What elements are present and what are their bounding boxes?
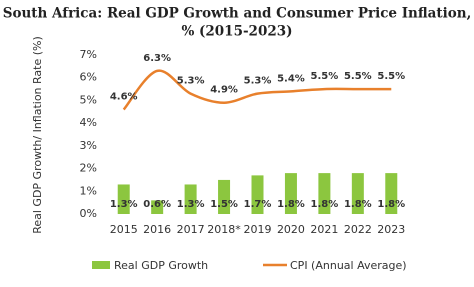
y-tick-label: 1% bbox=[80, 184, 97, 197]
x-tick-label: 2016 bbox=[143, 223, 171, 236]
chart-title: % (2015-2023) bbox=[181, 24, 292, 40]
line-value-label: 4.9% bbox=[210, 85, 238, 96]
y-axis-label: Real GDP Growth/ Inflation Rate (%) bbox=[31, 36, 44, 234]
bar bbox=[117, 184, 130, 214]
line-value-label: 5.3% bbox=[177, 76, 205, 87]
y-tick-label: 3% bbox=[80, 139, 97, 152]
bar bbox=[318, 173, 331, 214]
bar-value-label: 1.7% bbox=[244, 199, 272, 210]
chart-title: South Africa: Real GDP Growth and Consum… bbox=[3, 6, 472, 22]
bar bbox=[251, 175, 264, 214]
y-tick-label: 0% bbox=[80, 207, 97, 220]
bar-value-label: 1.3% bbox=[110, 199, 138, 210]
y-tick-label: 7% bbox=[80, 48, 97, 61]
bar-value-label: 1.3% bbox=[177, 199, 205, 210]
bar-value-label: 1.8% bbox=[277, 199, 305, 210]
x-tick-label: 2015 bbox=[110, 223, 138, 236]
y-tick-label: 6% bbox=[80, 71, 97, 84]
legend-label: CPI (Annual Average) bbox=[290, 259, 407, 272]
line-value-label: 5.5% bbox=[377, 71, 405, 82]
legend-label: Real GDP Growth bbox=[114, 259, 208, 272]
y-tick-label: 4% bbox=[80, 116, 97, 129]
bar bbox=[385, 173, 398, 214]
line-value-label: 5.3% bbox=[244, 76, 272, 87]
line-value-label: 5.5% bbox=[344, 71, 372, 82]
bar-value-label: 1.8% bbox=[377, 199, 405, 210]
x-tick-label: 2021 bbox=[310, 223, 338, 236]
bar bbox=[284, 173, 297, 214]
line-value-label: 6.3% bbox=[143, 53, 171, 64]
x-tick-label: 2017 bbox=[177, 223, 205, 236]
bar bbox=[151, 200, 164, 214]
bar-value-label: 1.8% bbox=[344, 199, 372, 210]
bar-value-label: 1.8% bbox=[311, 199, 339, 210]
line-value-label: 5.5% bbox=[311, 71, 339, 82]
bar-value-label: 1.5% bbox=[210, 199, 238, 210]
legend-swatch bbox=[92, 261, 110, 269]
x-tick-label: 2023 bbox=[377, 223, 405, 236]
bar-value-label: 0.6% bbox=[143, 199, 171, 210]
x-tick-label: 2022 bbox=[344, 223, 372, 236]
bar bbox=[218, 179, 231, 214]
y-tick-label: 2% bbox=[80, 162, 97, 175]
bar bbox=[184, 184, 197, 214]
cpi-line bbox=[122, 69, 392, 111]
y-tick-label: 5% bbox=[80, 93, 97, 106]
x-tick-label: 2020 bbox=[277, 223, 305, 236]
x-tick-label: 2018* bbox=[207, 223, 241, 236]
x-tick-label: 2019 bbox=[244, 223, 272, 236]
bar bbox=[351, 173, 364, 214]
line-value-label: 5.4% bbox=[277, 73, 305, 84]
line-value-label: 4.6% bbox=[110, 92, 138, 103]
